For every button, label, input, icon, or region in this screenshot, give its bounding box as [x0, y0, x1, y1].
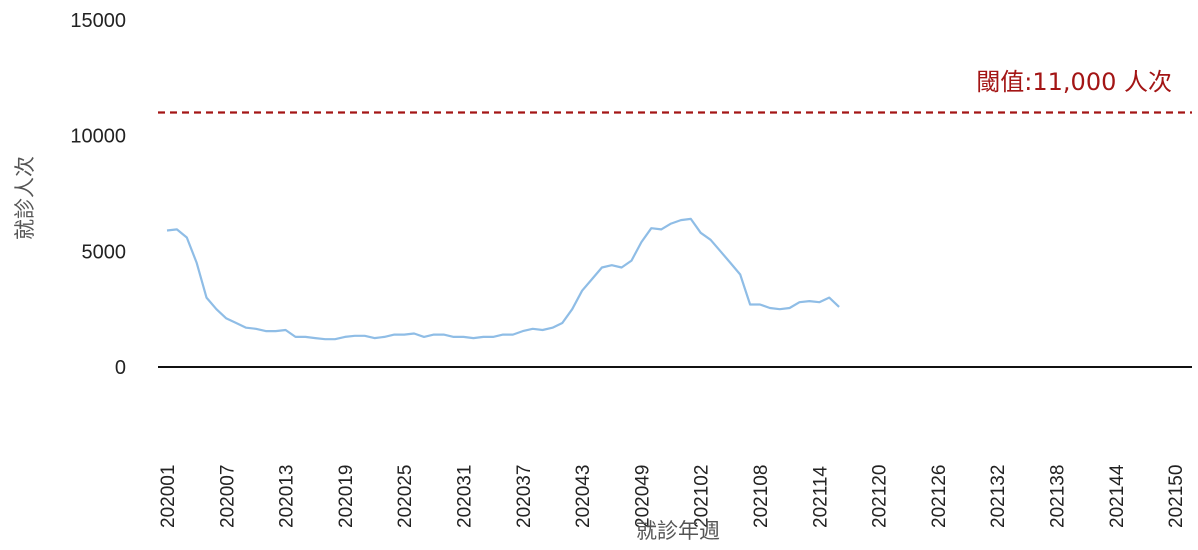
x-tick-label: 202120	[870, 465, 891, 528]
y-tick-label: 10000	[70, 126, 126, 148]
x-tick-label: 202138	[1048, 465, 1069, 528]
x-tick-label: 202108	[751, 465, 772, 528]
threshold-label: 閾值:11,000 人次	[976, 68, 1172, 96]
x-tick-label: 202013	[277, 465, 298, 528]
x-tick-label: 202049	[632, 465, 653, 528]
x-axis-title: 就診年週	[636, 519, 720, 543]
y-axis-ticks: 0 5000 10000 15000	[70, 10, 126, 379]
x-tick-label: 202126	[929, 465, 950, 528]
x-tick-label: 202043	[573, 465, 594, 528]
x-tick-label: 202150	[1166, 465, 1187, 528]
series-line	[166, 217, 840, 341]
y-tick-label: 15000	[70, 10, 126, 32]
x-tick-label: 202007	[217, 465, 238, 528]
x-tick-label: 202037	[514, 465, 535, 528]
x-tick-label: 202102	[692, 465, 713, 528]
y-tick-label: 5000	[82, 241, 127, 263]
x-tick-label: 202025	[395, 465, 416, 528]
x-tick-label: 202132	[988, 465, 1009, 528]
x-tick-label: 202019	[336, 465, 357, 528]
x-tick-label: 202144	[1107, 464, 1128, 528]
x-tick-label: 202031	[455, 465, 476, 528]
x-tick-label: 202114	[810, 466, 831, 528]
x-tick-label: 202001	[158, 465, 179, 528]
x-axis-ticks: 202001 202007 202013 202019 202025 202031 2020…	[158, 464, 1187, 528]
y-axis-title: 就診人次	[13, 156, 37, 240]
y-tick-label: 0	[115, 357, 126, 379]
